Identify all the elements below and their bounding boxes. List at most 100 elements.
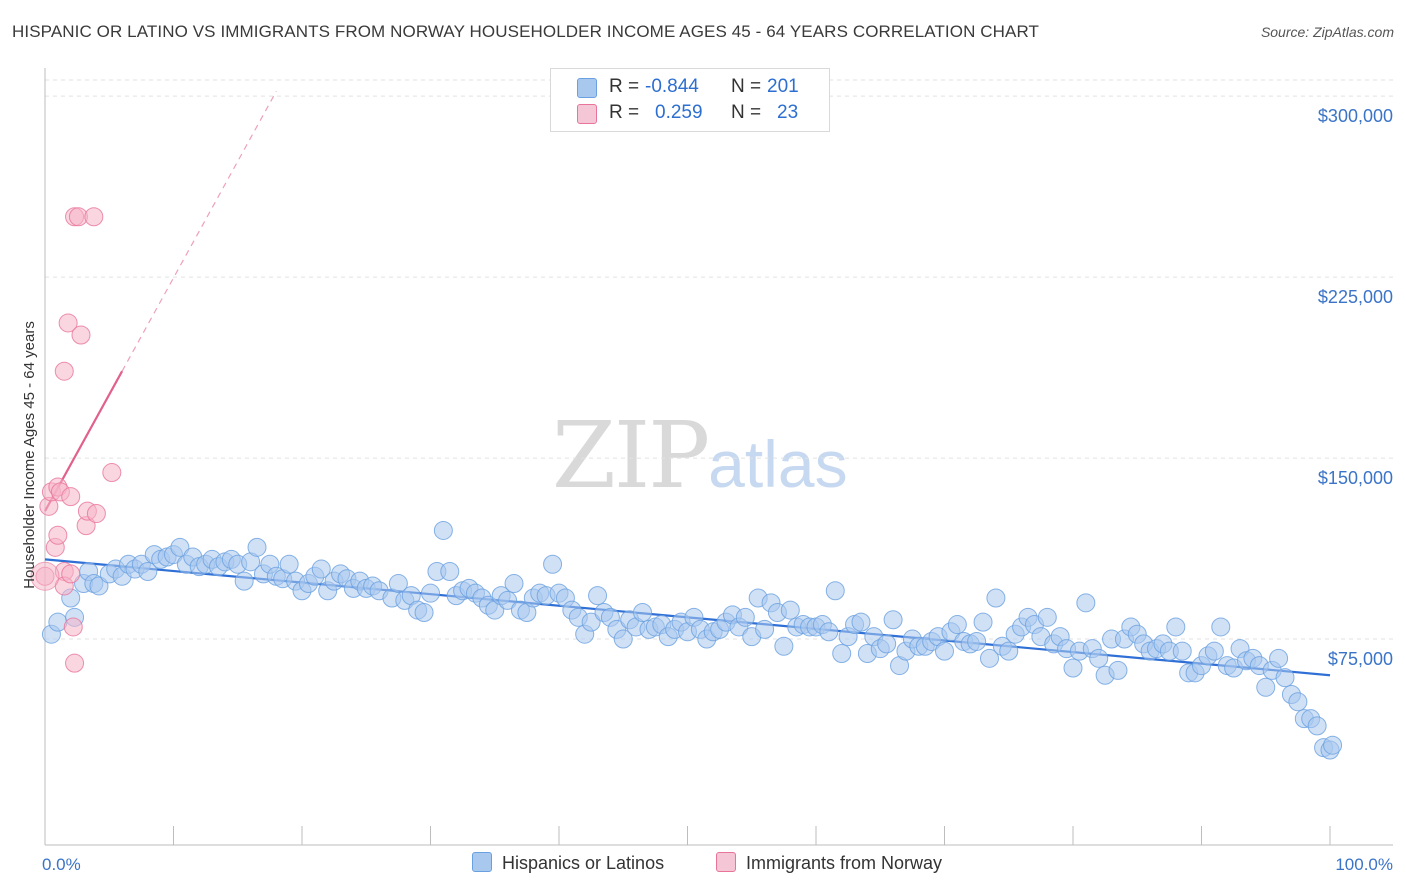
y-tick-label: $225,000 (1318, 287, 1393, 307)
hispanics-point (247, 537, 267, 557)
hispanics-point (755, 619, 775, 639)
legend-swatch-hispanics (577, 78, 597, 98)
legend-n-value: 23 (777, 102, 799, 123)
bottom-legend-label: Immigrants from Norway (746, 853, 943, 873)
hispanics-point (825, 581, 845, 601)
bottom-legend-label: Hispanics or Latinos (502, 853, 665, 873)
norway-point (54, 361, 74, 381)
norway-point (63, 617, 83, 637)
legend-r-value: 0.259 (655, 102, 703, 123)
series-norway-points (30, 207, 122, 673)
norway-point (65, 653, 85, 673)
norway-point (86, 504, 106, 524)
hispanics-point (1256, 677, 1276, 697)
hispanics-point (1172, 641, 1192, 661)
hispanics-point (543, 554, 563, 574)
hispanics-point (581, 612, 601, 632)
hispanics-point (819, 622, 839, 642)
hispanics-point (504, 574, 524, 594)
hispanics-point (311, 559, 331, 579)
norway-point (84, 207, 104, 227)
tick-labels: $75,000 $150,000 $225,000 $300,000 0.0% 100.0… (42, 106, 1393, 874)
hispanics-point (780, 600, 800, 620)
hispanics-point (947, 615, 967, 635)
hispanics-point (170, 537, 190, 557)
hispanics-point (1288, 692, 1308, 712)
hispanics-point (440, 561, 460, 581)
hispanics-point (967, 631, 987, 651)
watermark: ZIPatlas (552, 402, 848, 509)
hispanics-point (877, 634, 897, 654)
hispanics-point (1275, 668, 1295, 688)
hispanics-point (388, 574, 408, 594)
legend-r-value: -0.844 (645, 76, 699, 97)
hispanics-point (1166, 617, 1186, 637)
hispanics-point (986, 588, 1006, 608)
hispanics-point (138, 561, 158, 581)
hispanics-point (498, 590, 518, 610)
hispanics-point (735, 607, 755, 627)
hispanics-point (832, 644, 852, 664)
source-credit: Source: ZipAtlas.com (1260, 24, 1394, 40)
y-axis-label: Householder Income Ages 45 - 64 years (21, 321, 38, 589)
hispanics-point (613, 629, 633, 649)
legend-row-hispanics: R = -0.844 N = 201 (551, 75, 829, 101)
hispanics-point (851, 612, 871, 632)
hispanics-point (1307, 716, 1327, 736)
bottom-legend-hispanics: Hispanics or Latinos (472, 852, 664, 874)
hispanics-point (1204, 641, 1224, 661)
hispanics-point (935, 641, 954, 661)
bottom-legend-norway: Immigrants from Norway (716, 852, 942, 874)
hispanics-point (979, 648, 999, 668)
hispanics-point (89, 576, 109, 596)
hispanics-point (973, 612, 993, 632)
correlation-legend: R = -0.844 N = 201 R = 0.259 N = 23 (550, 68, 830, 132)
series-hispanics-points (41, 520, 1343, 760)
norway-point (61, 487, 81, 507)
watermark-atlas: atlas (708, 427, 848, 501)
hispanics-point (1211, 617, 1231, 637)
legend-n-value: 201 (767, 76, 799, 97)
hispanics-point (234, 571, 254, 591)
hispanics-point (1269, 648, 1289, 668)
hispanics-point (414, 602, 434, 622)
x-tick-label-min: 0.0% (42, 855, 81, 874)
hispanics-point (1108, 660, 1128, 680)
hispanics-point (999, 641, 1019, 661)
hispanics-point (1076, 593, 1096, 613)
y-tick-label: $300,000 (1318, 106, 1393, 126)
y-tick-label: $75,000 (1328, 649, 1393, 669)
hispanics-point (1089, 648, 1109, 668)
x-tick-label-max: 100.0% (1335, 855, 1393, 874)
hispanics-point (433, 520, 453, 540)
legend-row-norway: R = 0.259 N = 23 (551, 101, 829, 127)
hispanics-point (774, 636, 794, 656)
norway-point (61, 564, 81, 584)
legend-swatch-norway (577, 104, 597, 124)
axes (44, 68, 1393, 846)
norway-point-large (30, 561, 60, 591)
bottom-legend-swatch-norway (716, 852, 736, 872)
bottom-legend-swatch-hispanics (472, 852, 492, 872)
legend-r-label: R = (609, 102, 640, 123)
hispanics-point (279, 554, 299, 574)
watermark-zip: ZIP (552, 402, 710, 509)
legend-r-label: R = (609, 76, 640, 97)
trend-extension-norway (121, 91, 277, 372)
hispanics-point (633, 602, 653, 622)
legend-n-label: N = (731, 76, 762, 97)
hispanics-point (588, 586, 608, 606)
chart-title: HISPANIC OR LATINO VS IMMIGRANTS FROM NO… (12, 22, 1040, 41)
hispanics-point (421, 583, 440, 603)
y-tick-label: $150,000 (1318, 468, 1393, 488)
norway-point (58, 313, 78, 333)
hispanics-point (883, 610, 903, 630)
legend-n-label: N = (731, 102, 762, 123)
norway-point (71, 325, 91, 345)
norway-point (102, 463, 122, 483)
hispanics-point (1037, 607, 1057, 627)
norway-point (48, 525, 68, 545)
hispanics-point (1063, 658, 1083, 678)
hispanics-point (1323, 735, 1343, 755)
